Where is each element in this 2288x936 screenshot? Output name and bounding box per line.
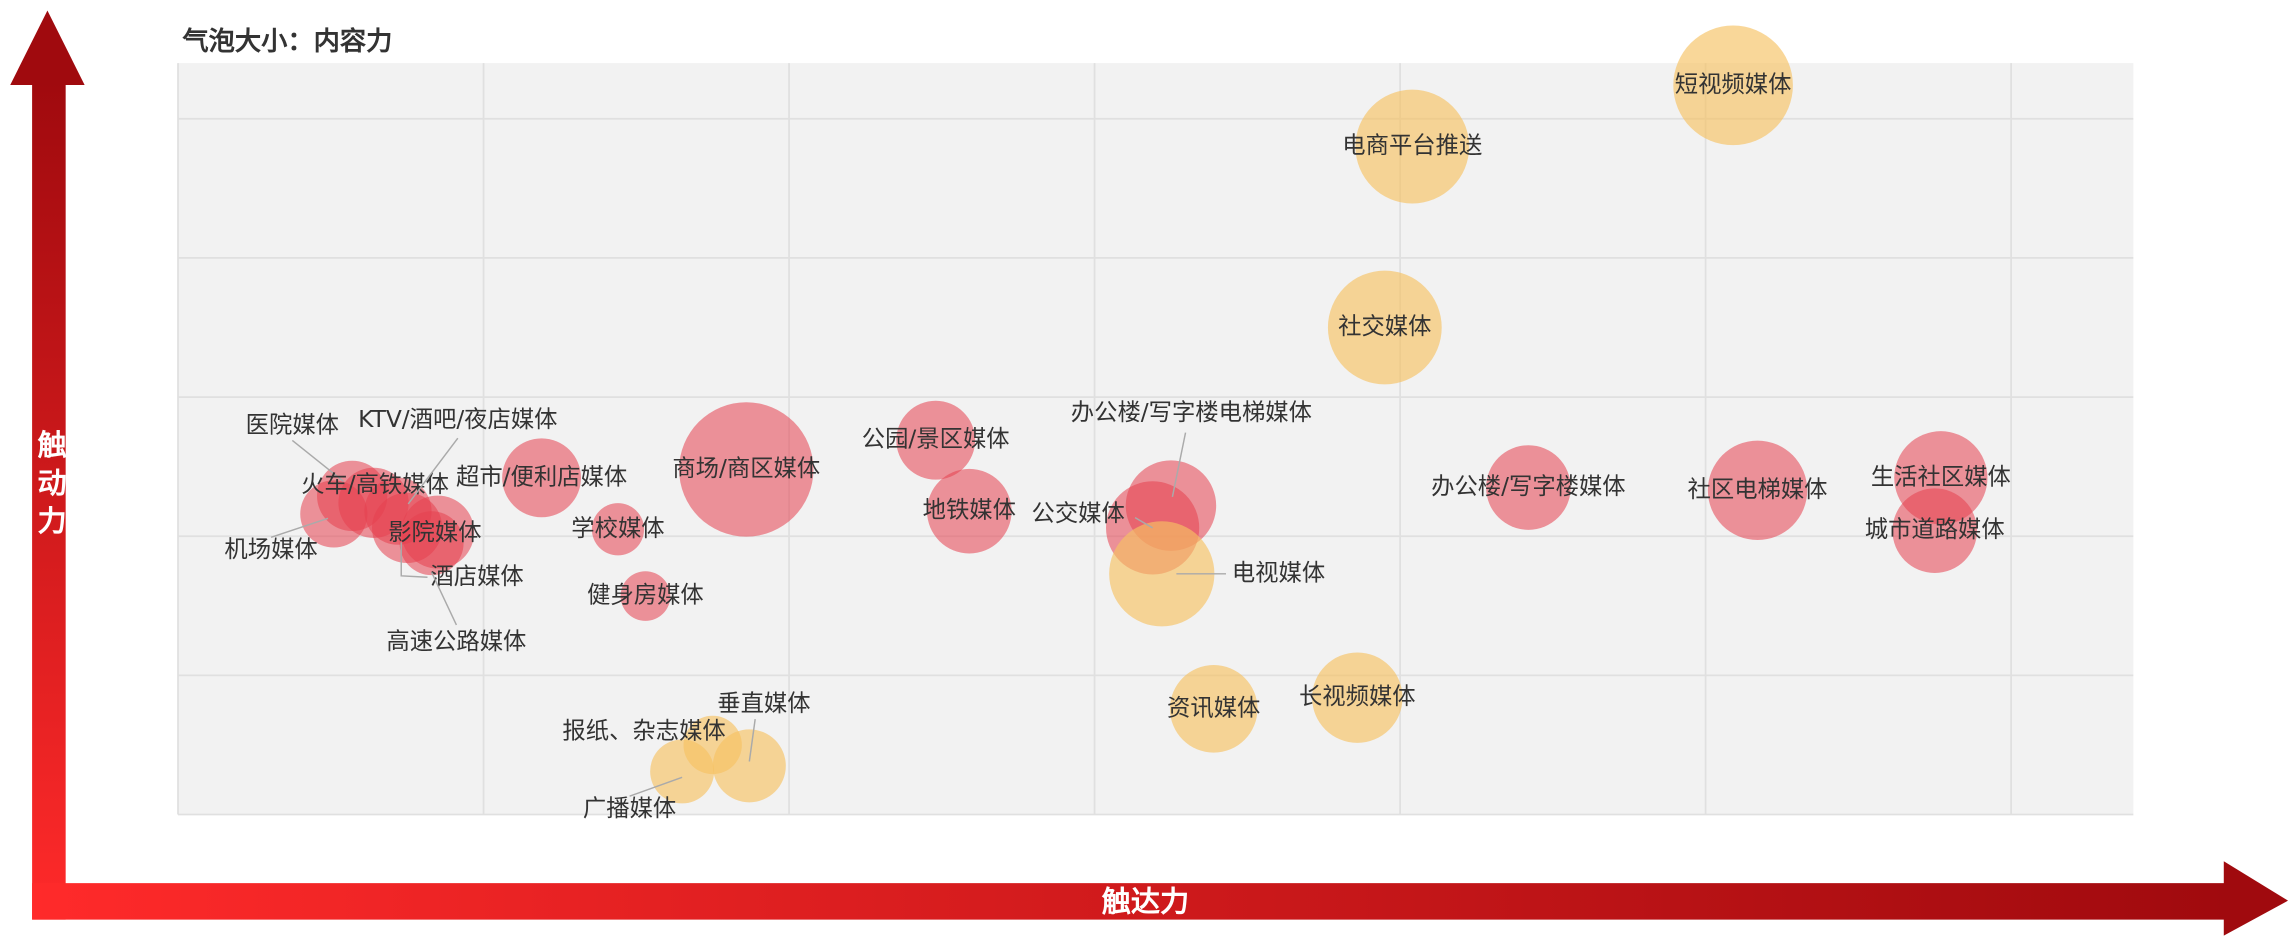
- bubble-label: 办公楼/写字楼电梯媒体: [1071, 398, 1312, 426]
- bubble: [502, 438, 582, 518]
- y-axis-arrow-head: [10, 10, 85, 85]
- bubble-label: 机场媒体: [224, 535, 317, 563]
- bubble: [1327, 270, 1442, 385]
- bubble-label: KTV/酒吧/夜店媒体: [358, 405, 557, 433]
- bubble-label: 健身房媒体: [587, 581, 704, 609]
- bubble: [1169, 665, 1258, 753]
- bubble-label: 医院媒体: [246, 410, 339, 438]
- leader-line: [1171, 432, 1187, 498]
- leader-line: [407, 437, 459, 505]
- bubble-label: 生活社区媒体: [1871, 462, 2011, 490]
- x-axis-arrow-head: [2223, 861, 2288, 936]
- x-axis-label: 触达力: [1102, 885, 1190, 919]
- bubble: [1707, 440, 1808, 541]
- bubble-label: 电视媒体: [1232, 558, 1325, 586]
- leader-line: [400, 542, 428, 579]
- bubble-label: 学校媒体: [571, 514, 664, 542]
- bubble-label: 广播媒体: [583, 794, 676, 822]
- bubble-label: 长视频媒体: [1299, 682, 1416, 710]
- plot-area: [178, 63, 2134, 815]
- bubble: [591, 503, 645, 556]
- bubble-label: 超市/便利店媒体: [456, 462, 627, 490]
- bubble: [927, 468, 1012, 554]
- bubble: [896, 400, 976, 480]
- bubble: [1486, 445, 1571, 530]
- bubble: [1312, 652, 1403, 743]
- x-axis-arrow: [32, 883, 2233, 920]
- bubble-label: 短视频媒体: [1675, 70, 1792, 98]
- leader-line: [629, 776, 683, 797]
- bubble: [399, 511, 464, 576]
- y-axis-label: 触动力: [33, 429, 67, 543]
- bubble-label: 城市道路媒体: [1865, 515, 2005, 543]
- bubble-label: 电商平台推送: [1342, 131, 1482, 159]
- subtitle: 气泡大小：内容力: [181, 26, 392, 57]
- bubble: [679, 402, 814, 537]
- leader-line: [430, 572, 458, 626]
- bubble-label: 公园/景区媒体: [862, 425, 1010, 453]
- bubble-label: 影院媒体: [388, 518, 481, 546]
- bubble: [650, 739, 715, 804]
- leader-line: [270, 517, 329, 539]
- bubble-label: 公交媒体: [1032, 499, 1125, 527]
- bubble-label: 地铁媒体: [923, 496, 1016, 524]
- bubble-label: 社交媒体: [1338, 312, 1431, 340]
- leader-line: [748, 719, 756, 762]
- bubble-label: 垂直媒体: [717, 689, 810, 717]
- bubble-label: 火车/高铁媒体: [301, 470, 449, 498]
- leader-line: [1134, 517, 1153, 529]
- bubble: [1673, 25, 1793, 146]
- y-axis-arrow: [32, 80, 66, 920]
- bubble: [1892, 488, 1978, 573]
- bubble-label: 报纸、杂志媒体: [562, 716, 725, 744]
- bubble: [1355, 89, 1470, 204]
- bubble: [620, 571, 671, 621]
- bubble-label: 社区电梯媒体: [1688, 475, 1828, 503]
- bubble-label: 资讯媒体: [1167, 693, 1260, 721]
- bubble-label: 高速公路媒体: [386, 627, 526, 655]
- leader-line: [291, 439, 344, 482]
- bubble-label: 办公楼/写字楼媒体: [1431, 472, 1625, 500]
- bubble: [1109, 521, 1215, 627]
- bubble-label: 酒店媒体: [430, 562, 523, 590]
- bubble-label: 商场/商区媒体: [672, 454, 820, 482]
